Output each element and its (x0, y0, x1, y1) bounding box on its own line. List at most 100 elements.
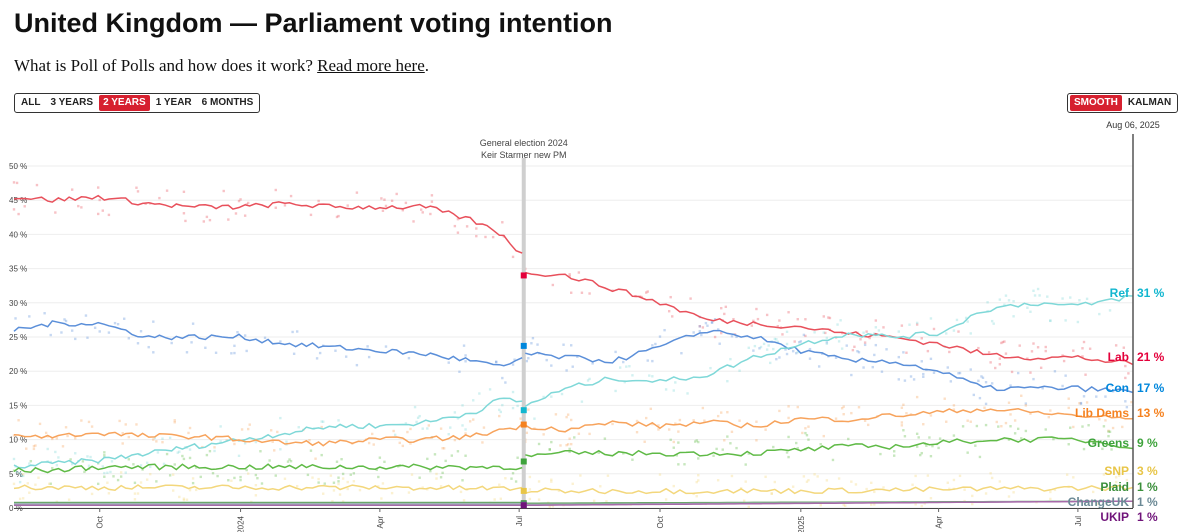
poll-dot (254, 440, 258, 444)
poll-dot (672, 389, 675, 392)
poll-dot (340, 458, 343, 461)
poll-dot (971, 502, 974, 506)
poll-dot (981, 376, 985, 379)
poll-dot (753, 344, 757, 348)
poll-dot (341, 477, 345, 480)
poll-dot (1039, 366, 1043, 369)
poll-dot (404, 201, 408, 205)
poll-dot (721, 448, 724, 451)
range-3-years-button[interactable]: 3 YEARS (50, 97, 94, 108)
poll-dot (191, 322, 195, 325)
poll-dot (643, 440, 646, 443)
poll-dot (1016, 371, 1020, 375)
poll-dot (651, 375, 654, 378)
poll-dot (139, 464, 143, 467)
poll-dot (456, 417, 460, 420)
poll-dot (1007, 401, 1011, 404)
poll-dot (70, 329, 74, 332)
y-tick-label: 40 % (9, 230, 27, 239)
poll-dot (279, 340, 282, 343)
poll-dot (987, 351, 991, 354)
poll-dot (461, 404, 464, 407)
poll-dot (136, 342, 140, 345)
range-all-button[interactable]: ALL (21, 97, 41, 108)
poll-dot (28, 462, 31, 465)
poll-dot (825, 342, 829, 345)
poll-dot (1009, 425, 1012, 428)
poll-dot (874, 319, 878, 322)
poll-dot (491, 235, 495, 239)
y-tick-label: 45 % (9, 196, 27, 205)
poll-dot (74, 452, 77, 455)
poll-dot (119, 475, 123, 478)
poll-dot (1110, 448, 1113, 451)
poll-dot (510, 477, 513, 480)
series-label-plaid: Plaid (1100, 480, 1129, 494)
poll-dot (96, 186, 100, 189)
poll-dot (66, 434, 69, 438)
poll-dot (1081, 355, 1084, 358)
poll-dot (107, 492, 111, 495)
poll-dot (762, 342, 766, 346)
poll-dot (156, 451, 160, 454)
election-result-marker-greens (520, 458, 527, 465)
poll-dot (1107, 430, 1110, 433)
poll-dot (311, 476, 314, 479)
range-1-year-button[interactable]: 1 YEAR (155, 97, 192, 108)
series-value-snp: 3 % (1137, 464, 1158, 478)
poll-dot (990, 319, 994, 323)
poll-dot (591, 362, 594, 365)
poll-dot (103, 475, 106, 478)
mode-smooth-button[interactable]: SMOOTH (1070, 95, 1122, 111)
poll-dot (292, 352, 296, 355)
poll-dot (67, 498, 71, 501)
read-more-link[interactable]: Read more here (317, 56, 425, 75)
poll-dot (337, 476, 340, 479)
range-6-months-button[interactable]: 6 MONTHS (201, 97, 254, 108)
poll-dot (48, 482, 51, 486)
poll-dot (187, 431, 190, 435)
poll-dot (406, 430, 409, 434)
poll-dot (498, 483, 501, 486)
poll-dot (920, 504, 923, 508)
poll-dot (335, 460, 339, 463)
poll-dot (478, 392, 481, 395)
poll-dot (44, 431, 48, 435)
poll-dot (1049, 409, 1052, 412)
poll-dot (922, 423, 925, 426)
poll-dot (49, 482, 52, 485)
poll-dot (462, 499, 466, 502)
poll-dot (240, 428, 244, 431)
poll-dot (291, 330, 294, 334)
poll-dot (732, 317, 735, 321)
poll-dot (89, 455, 92, 459)
poll-dot (897, 330, 900, 333)
poll-dot (805, 480, 809, 483)
poll-dot (441, 471, 444, 475)
poll-dot (162, 462, 166, 466)
poll-dot (488, 388, 492, 391)
poll-dot (657, 428, 660, 431)
poll-dot (850, 411, 853, 415)
range-2-years-button[interactable]: 2 YEARS (99, 95, 150, 111)
poll-dot (116, 478, 120, 482)
poll-dot (966, 320, 969, 323)
poll-dot (462, 344, 466, 347)
poll-dot (943, 397, 946, 400)
poll-dot (834, 356, 838, 359)
poll-dot (683, 463, 686, 466)
poll-dot (822, 434, 825, 438)
poll-dot (64, 319, 68, 323)
poll-dot (172, 489, 175, 492)
poll-dot (1104, 419, 1107, 422)
poll-dot (274, 474, 277, 477)
poll-dot (877, 329, 881, 332)
poll-dot (550, 364, 553, 367)
poll-dot (453, 438, 457, 442)
poll-dot (570, 418, 573, 422)
poll-dot (911, 483, 914, 486)
poll-dot (358, 488, 362, 492)
mode-kalman-button[interactable]: KALMAN (1127, 97, 1172, 108)
poll-dot (25, 447, 28, 450)
poll-dot (946, 481, 949, 484)
